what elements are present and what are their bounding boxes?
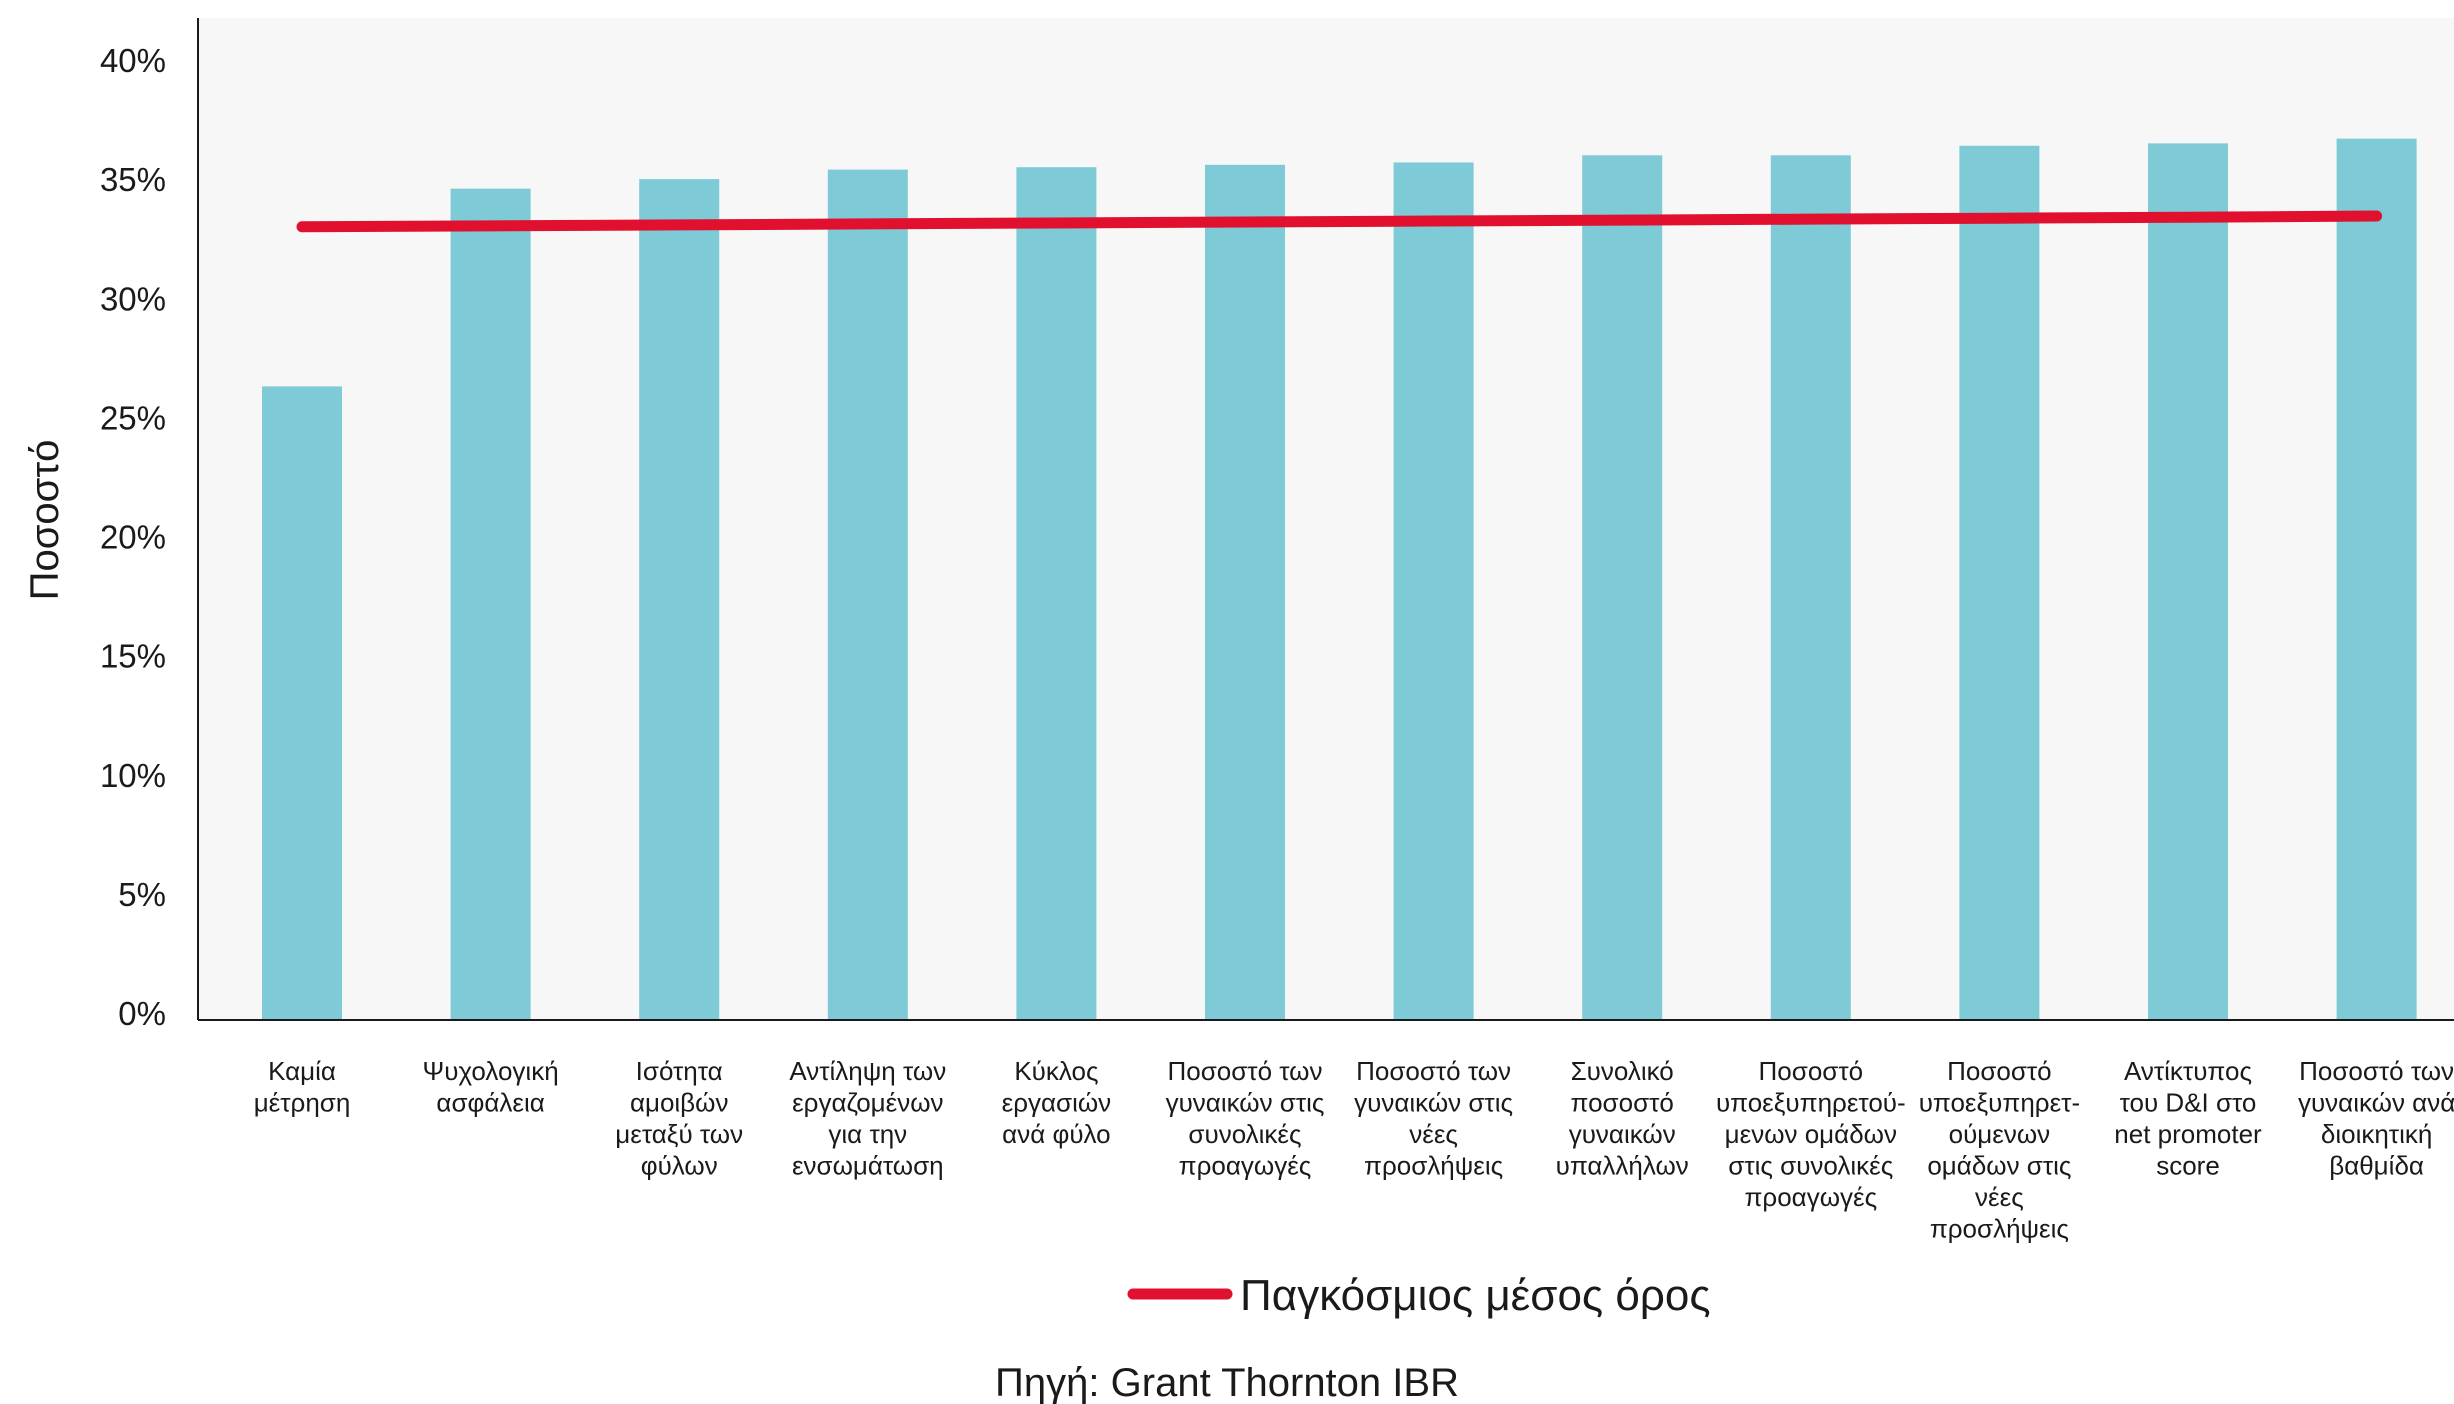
plot-area (198, 18, 2454, 1020)
y-tick-label: 10% (100, 757, 166, 794)
line-series (296, 210, 2383, 233)
bar-11 (2148, 143, 2228, 1020)
x-tick-label: Ποσοστό υποεξυπηρετ-ούμενων ομάδων στις νέε… (1919, 1056, 2080, 1244)
global-average-line (296, 210, 2383, 233)
x-tick-label: Καμία μέτρηση (254, 1056, 351, 1118)
bar-12 (2336, 138, 2417, 1020)
x-tick-label: Ψυχολογική ασφάλεια (423, 1056, 559, 1118)
y-tick-label: 15% (100, 638, 166, 675)
axes (197, 18, 2454, 1021)
bar-2 (450, 188, 531, 1020)
y-tick-label: 40% (100, 42, 166, 79)
bar-3 (639, 179, 720, 1020)
x-labels: Καμία μέτρηση Ψυχολογική ασφάλεια Ισότητα αμο… (254, 1056, 2454, 1244)
y-tick-label: 5% (118, 876, 166, 913)
bar-9 (1770, 155, 1851, 1021)
bar-4 (827, 169, 908, 1021)
x-tick-label: Ισότητα αμοιβών μεταξύ των φύλων (615, 1056, 743, 1181)
legend: Παγκόσμιος μέσος όρος (1127, 1271, 1711, 1320)
x-tick-label: Κύκλος εργασιών ανά φύλο (1002, 1056, 1112, 1149)
bars-group (262, 138, 2417, 1021)
bar-5 (1016, 167, 1097, 1020)
x-tick-label: Αντίληψη των εργαζομένων για την ενσωμάτωση (789, 1056, 946, 1181)
x-tick-label: Συνολικό ποσοστό γυναικών υπαλλήλων (1556, 1056, 1689, 1181)
y-tick-label: 35% (100, 161, 166, 198)
bar-1 (262, 386, 342, 1021)
bar-10 (1959, 145, 2040, 1020)
bar-6 (1205, 164, 1285, 1020)
x-tick-label: Αντίκτυπος του D&I στο net promoter score (2114, 1056, 2262, 1181)
y-ticks: 0% 5% 10% 15% 20% 25% 30% 35% 40% (100, 42, 166, 1032)
x-tick-label: Ποσοστό υποεξυπηρετού-μενων ομάδων στις συ… (1716, 1056, 1906, 1212)
x-tick-label: Ποσοστό των γυναικών στις συνολικές προαγωγ… (1166, 1056, 1325, 1181)
y-tick-label: 25% (100, 399, 166, 436)
x-tick-label: Ποσοστό των γυναικών στις νέες προσλήψεις (1354, 1056, 1513, 1181)
source-note: Πηγή: Grant Thornton IBR (995, 1361, 1459, 1404)
legend-label: Παγκόσμιος μέσος όρος (1240, 1271, 1711, 1320)
y-tick-label: 30% (100, 280, 166, 317)
bar-7 (1393, 162, 1474, 1020)
y-tick-label: 0% (118, 995, 166, 1032)
bar-8 (1582, 155, 1663, 1021)
y-axis-label: Ποσοστό (23, 440, 67, 601)
y-tick-label: 20% (100, 519, 166, 556)
x-tick-label: Ποσοστό των γυναικών ανά διοικητική βαθμίδα (2298, 1056, 2454, 1181)
